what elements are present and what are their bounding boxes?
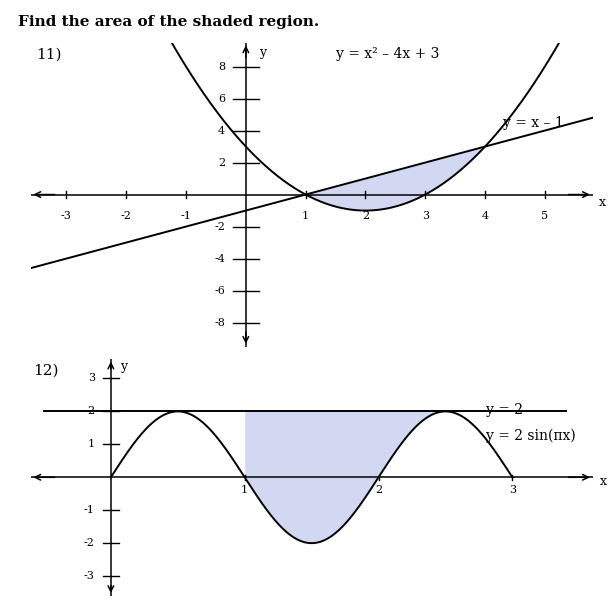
Text: 1: 1 xyxy=(87,440,95,449)
Text: 6: 6 xyxy=(218,94,225,103)
Text: 4: 4 xyxy=(481,210,489,221)
Text: 2: 2 xyxy=(87,406,95,416)
Text: 8: 8 xyxy=(218,61,225,72)
Text: 4: 4 xyxy=(218,126,225,136)
Text: -2: -2 xyxy=(84,538,95,548)
Text: y: y xyxy=(259,46,266,59)
Text: 3: 3 xyxy=(422,210,429,221)
Text: 2: 2 xyxy=(362,210,369,221)
Text: y: y xyxy=(120,361,127,373)
Text: -6: -6 xyxy=(214,286,225,295)
Text: 11): 11) xyxy=(37,47,62,61)
Text: -3: -3 xyxy=(84,571,95,581)
Text: -8: -8 xyxy=(214,317,225,328)
Text: -1: -1 xyxy=(181,210,191,221)
Text: -1: -1 xyxy=(84,505,95,515)
Text: 2: 2 xyxy=(375,485,382,494)
Text: 1: 1 xyxy=(241,485,248,494)
Text: -2: -2 xyxy=(121,210,131,221)
Text: 1: 1 xyxy=(302,210,309,221)
Text: y = 2: y = 2 xyxy=(486,402,522,416)
Text: -2: -2 xyxy=(214,221,225,232)
Text: y = x² – 4x + 3: y = x² – 4x + 3 xyxy=(335,47,439,61)
Text: 12): 12) xyxy=(33,364,59,378)
Text: 3: 3 xyxy=(87,373,95,384)
Text: y = x – 1: y = x – 1 xyxy=(503,116,564,130)
Text: -3: -3 xyxy=(61,210,72,221)
Text: -4: -4 xyxy=(214,254,225,263)
Text: 2: 2 xyxy=(218,157,225,168)
Text: 3: 3 xyxy=(509,485,516,494)
Text: 5: 5 xyxy=(541,210,549,221)
Text: y = 2 sin(πx): y = 2 sin(πx) xyxy=(486,429,576,443)
Text: Find the area of the shaded region.: Find the area of the shaded region. xyxy=(18,15,320,29)
Text: x: x xyxy=(599,196,606,209)
Text: x: x xyxy=(599,475,606,488)
